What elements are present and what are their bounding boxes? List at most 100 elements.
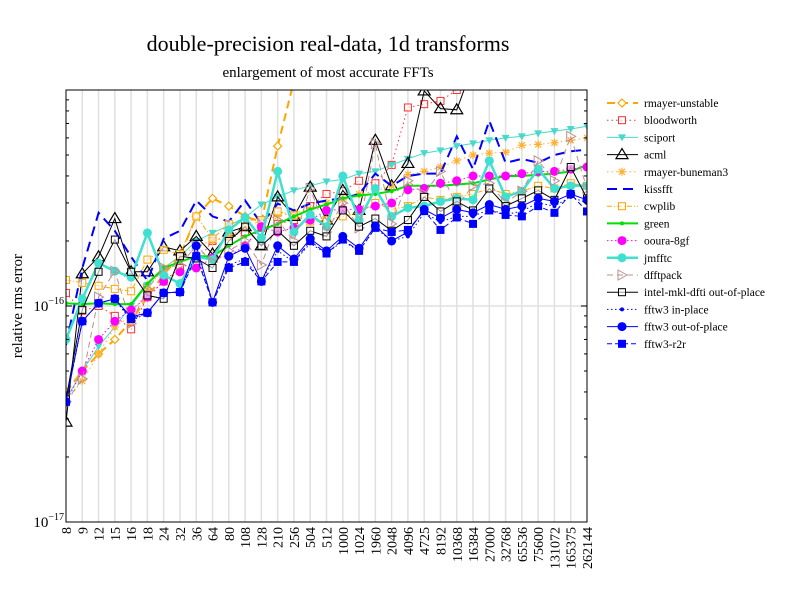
data-point: [452, 143, 461, 151]
data-point: [289, 187, 298, 195]
data-point: [240, 235, 252, 247]
data-point: [355, 176, 364, 185]
y-axis-label: relative rms error: [10, 254, 26, 358]
legend-item: green: [607, 218, 670, 230]
data-point: [94, 258, 104, 268]
data-point: [403, 155, 412, 163]
data-point: [614, 147, 630, 160]
series-acml: [66, 90, 465, 427]
data-point: [257, 277, 266, 286]
data-point: [436, 96, 445, 105]
x-tick-label: 165375: [565, 527, 580, 569]
data-point: [257, 201, 266, 209]
data-point: [517, 141, 526, 150]
data-point: [517, 194, 526, 203]
data-point: [305, 210, 315, 220]
legend-item: ooura-8gf: [607, 236, 690, 248]
x-tick-label: 10368: [451, 527, 466, 562]
data-point: [618, 288, 626, 297]
data-point: [208, 234, 217, 243]
data-point: [485, 184, 494, 193]
data-point: [566, 163, 575, 172]
data-point: [582, 162, 587, 172]
data-point: [371, 168, 380, 176]
data-point: [338, 235, 347, 244]
data-point: [256, 233, 266, 243]
data-point: [322, 232, 331, 241]
data-point: [129, 302, 134, 307]
data-point: [403, 225, 412, 234]
data-point: [468, 171, 478, 181]
legend-item: sciport: [607, 132, 676, 144]
data-point: [94, 343, 103, 351]
data-point: [501, 171, 511, 181]
data-point: [566, 130, 577, 143]
x-tick-label: 108: [239, 527, 254, 548]
legend-label: ooura-8gf: [644, 236, 690, 248]
data-point: [224, 263, 233, 272]
data-point: [435, 178, 445, 188]
legend-item: jmfftc: [607, 253, 672, 265]
data-point: [192, 212, 201, 221]
data-point: [110, 294, 119, 303]
data-point: [534, 130, 543, 138]
data-point: [145, 281, 150, 286]
x-tick-label: 262144: [581, 527, 596, 569]
series-line: [66, 134, 587, 403]
data-point: [272, 141, 283, 151]
data-point: [566, 125, 575, 133]
data-point: [387, 236, 397, 246]
data-point: [420, 167, 429, 176]
legend-item: fftw3 in-place: [607, 304, 709, 316]
data-point: [517, 212, 526, 221]
data-point: [420, 100, 429, 109]
data-point: [208, 298, 217, 307]
data-point: [127, 315, 136, 324]
data-point: [469, 151, 478, 160]
series-fftw3-r2r: [66, 190, 587, 406]
data-point: [484, 171, 494, 181]
data-point: [109, 334, 120, 345]
data-point: [78, 376, 87, 385]
data-point: [617, 269, 629, 281]
data-point: [534, 140, 543, 149]
data-point: [289, 227, 299, 237]
legend-item: acml: [607, 147, 666, 162]
x-tick-label: 4725: [418, 527, 433, 555]
data-point: [127, 325, 136, 334]
data-point: [322, 205, 331, 215]
data-point: [306, 236, 315, 245]
data-point: [370, 201, 380, 211]
data-point: [143, 291, 152, 300]
data-point: [452, 213, 461, 222]
series-line: [66, 90, 465, 423]
data-point: [273, 214, 284, 226]
data-point: [110, 265, 121, 277]
data-point: [403, 170, 412, 179]
data-point: [66, 288, 70, 297]
data-point: [403, 185, 413, 195]
x-tick-label: 9: [76, 527, 91, 534]
data-point: [207, 193, 218, 204]
data-point: [566, 136, 575, 145]
data-point: [66, 275, 70, 284]
data-point: [534, 186, 543, 195]
legend-label: fftw3 in-place: [644, 304, 709, 316]
data-point: [289, 257, 298, 266]
chart-subtitle: enlargement of most accurate FFTs: [222, 65, 433, 81]
legend-label: rmayer-unstable: [644, 98, 719, 110]
data-point: [400, 156, 415, 169]
data-point: [338, 171, 348, 181]
data-point: [66, 397, 70, 406]
data-point: [175, 252, 184, 261]
legend-item: intel-mkl-dfti out-of-place: [607, 287, 765, 299]
data-point: [617, 253, 627, 263]
data-point: [175, 288, 184, 297]
data-point: [566, 190, 575, 199]
data-point: [533, 154, 545, 167]
data-point: [110, 235, 119, 244]
data-point: [159, 262, 170, 274]
data-point: [208, 229, 217, 237]
data-point: [241, 222, 250, 231]
